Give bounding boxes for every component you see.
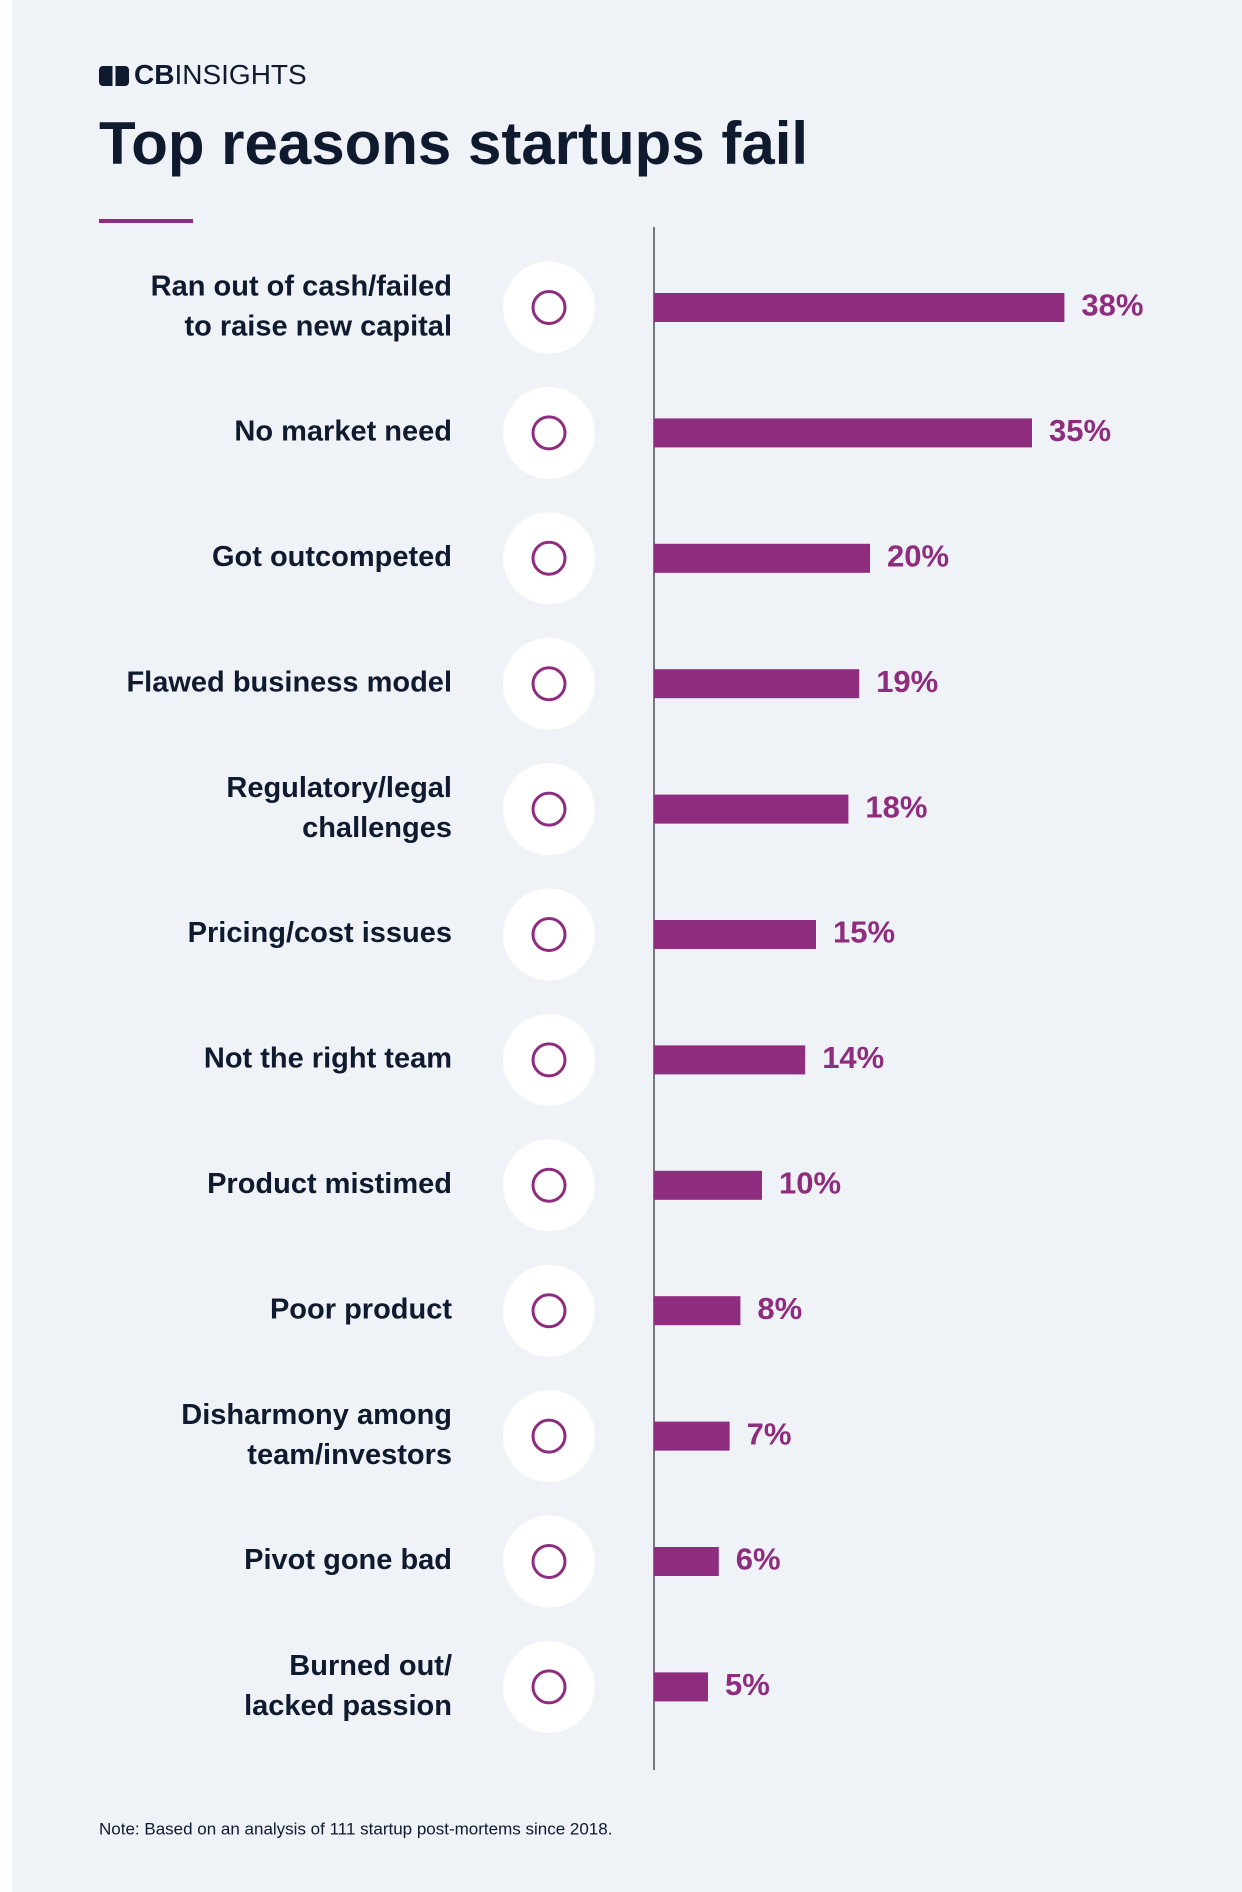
icon-circle — [503, 386, 595, 479]
icon-circle — [503, 512, 595, 605]
logo-text: CBINSIGHTS — [134, 59, 307, 90]
logo-bold: CB — [134, 59, 174, 90]
icon-glyph — [531, 290, 567, 325]
icon-circle — [503, 1013, 595, 1106]
icon-glyph — [531, 1293, 567, 1329]
icon-glyph — [531, 917, 567, 952]
icon-circle — [503, 637, 595, 730]
value-label: 5% — [725, 1667, 770, 1702]
value-label: 18% — [865, 789, 927, 824]
value-label: 6% — [736, 1542, 781, 1577]
value-label: 38% — [1081, 288, 1143, 323]
category-label: Regulatory/legal challenges — [226, 772, 452, 844]
icon-circle — [503, 763, 595, 856]
value-label: 19% — [876, 664, 938, 699]
icon-glyph — [531, 791, 567, 827]
category-line: Regulatory/legal — [226, 772, 452, 804]
title-underline — [99, 219, 193, 223]
value-label: 20% — [887, 538, 949, 573]
icon-circle — [503, 888, 595, 981]
icon-glyph — [531, 1418, 567, 1454]
icon-circle — [503, 1264, 595, 1357]
category-line: team/investors — [247, 1439, 452, 1471]
value-label: 35% — [1049, 413, 1111, 448]
icon-circle — [503, 261, 595, 354]
value-label: 8% — [757, 1291, 802, 1326]
category-label: Got outcompeted — [212, 541, 452, 573]
bar — [654, 293, 1065, 322]
value-label: 14% — [822, 1040, 884, 1075]
category-line: Burned out/ — [289, 1650, 452, 1682]
icon-circle — [503, 1139, 595, 1232]
icon-glyph — [531, 540, 567, 576]
icon-glyph — [531, 415, 567, 451]
value-label: 10% — [779, 1165, 841, 1200]
icon-glyph — [531, 1167, 567, 1203]
bar — [654, 794, 849, 824]
category-label: Flawed business model — [126, 666, 452, 698]
logo-rest: INSIGHTS — [174, 59, 306, 90]
bar — [654, 1547, 719, 1576]
bar — [654, 1045, 806, 1075]
bar — [654, 418, 1032, 448]
category-line: Ran out of cash/failed — [151, 270, 452, 302]
bar — [654, 1672, 708, 1702]
category-line: lacked passion — [244, 1690, 452, 1722]
chart-title: Top reasons startups fail — [99, 110, 808, 177]
bar — [654, 1421, 730, 1451]
icon-glyph — [531, 1042, 567, 1078]
bar — [654, 920, 816, 949]
category-label: Burned out/lacked passion — [244, 1650, 452, 1722]
bar — [654, 543, 870, 573]
category-label: Pricing/cost issues — [188, 917, 452, 949]
value-label: 7% — [747, 1416, 792, 1451]
icon-circle — [503, 1390, 595, 1483]
value-label: 15% — [833, 915, 895, 950]
icon-glyph — [531, 666, 567, 702]
note: Note: Based on an analysis of 111 startu… — [99, 1819, 612, 1838]
category-line: to raise new capital — [184, 310, 452, 342]
icon-glyph — [531, 1544, 567, 1579]
category-label: Product mistimed — [207, 1168, 452, 1200]
category-line: Disharmony among — [181, 1399, 452, 1431]
bar — [654, 1170, 762, 1200]
category-label: Disharmony among team/investors — [181, 1399, 452, 1471]
category-line: challenges — [302, 812, 452, 844]
category-label: Poor product — [270, 1293, 452, 1325]
category-label: Not the right team — [204, 1043, 452, 1075]
icon-circle — [503, 1515, 595, 1608]
icon-circle — [503, 1640, 595, 1733]
category-label: Pivot gone bad — [244, 1544, 452, 1576]
logo: CBINSIGHTS — [99, 59, 307, 90]
category-label: No market need — [234, 416, 452, 448]
bar — [654, 1296, 741, 1326]
bar — [654, 669, 860, 699]
icon-glyph — [531, 1669, 567, 1705]
category-label: Ran out of cash/failed to raise new capit… — [151, 270, 452, 342]
